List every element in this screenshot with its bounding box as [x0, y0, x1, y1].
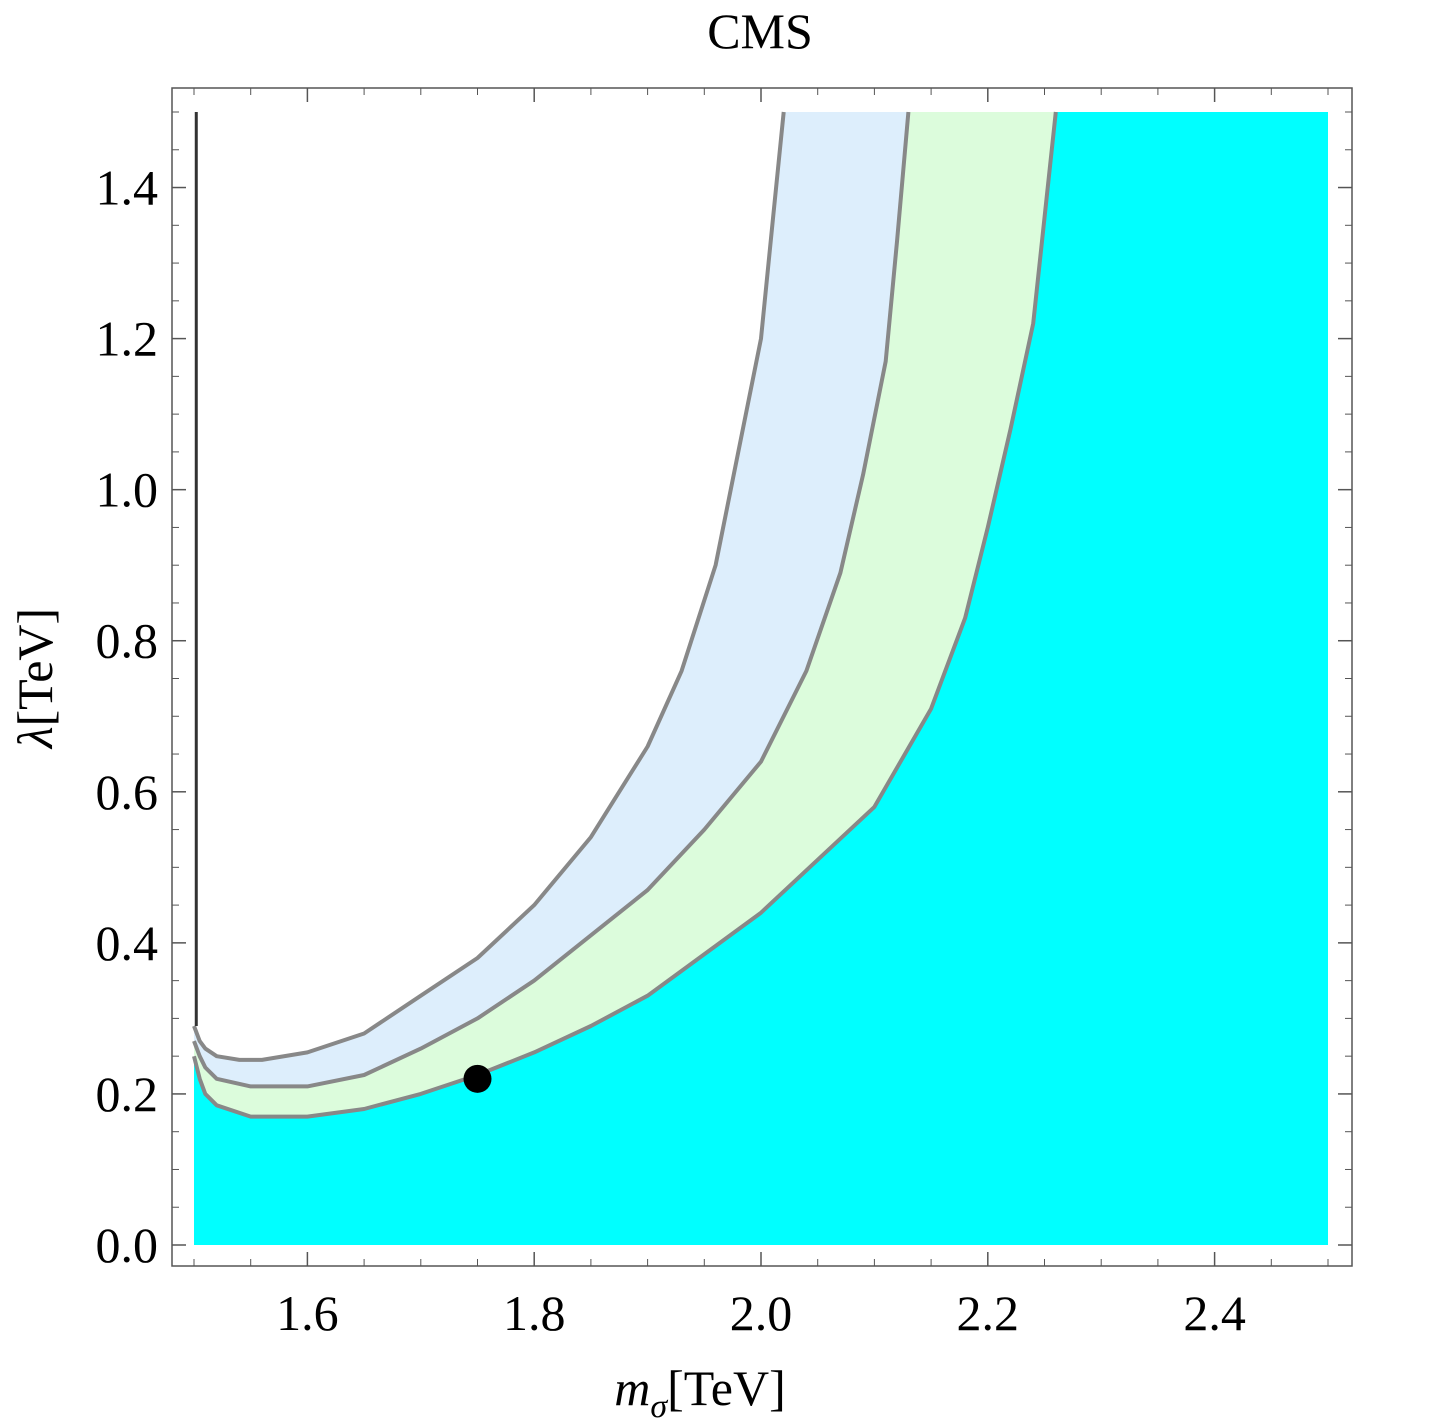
x-tick-labels: 1.6 1.8 2.0 2.2 2.4: [276, 1285, 1246, 1341]
chart-title: CMS: [707, 3, 813, 59]
outer-contour-line: [192, 111, 786, 1062]
axis-ticks: [172, 88, 1352, 1266]
y-tick-label: 0.4: [96, 915, 159, 971]
x-axis-symbol: m: [614, 1360, 650, 1416]
inner-contour-line: [192, 111, 1058, 1119]
benchmark-point-layer: [463, 1064, 492, 1093]
y-tick-label: 0.0: [96, 1217, 159, 1273]
y-tick-label: 0.6: [96, 764, 159, 820]
x-tick-label: 1.6: [276, 1285, 339, 1341]
contour-lines: [192, 111, 1058, 1119]
exclusion-regions: [194, 112, 1328, 1245]
y-tick-label: 1.4: [96, 160, 159, 216]
x-tick-label: 2.0: [730, 1285, 793, 1341]
excluded-region: [194, 112, 1328, 1245]
y-axis-unit: [TeV]: [7, 608, 63, 727]
y-tick-label: 1.0: [96, 462, 159, 518]
y-axis-label: λ[TeV]: [7, 608, 63, 750]
y-axis-symbol: λ: [7, 727, 63, 751]
x-axis-subscript: σ: [650, 1388, 668, 1424]
y-tick-label: 1.2: [96, 311, 159, 367]
x-tick-label: 2.4: [1183, 1285, 1246, 1341]
benchmark-point: [463, 1064, 492, 1093]
middle-contour-line: [192, 111, 911, 1089]
y-tick-label: 0.2: [96, 1066, 159, 1122]
y-tick-labels: 0.0 0.2 0.4 0.6 0.8 1.0 1.2 1.4: [96, 160, 159, 1273]
x-tick-label: 1.8: [503, 1285, 566, 1341]
x-axis-label: mσ[TeV]: [614, 1360, 786, 1424]
x-axis-unit: [TeV]: [667, 1360, 786, 1416]
y-tick-label: 0.8: [96, 613, 159, 669]
x-tick-label: 2.2: [957, 1285, 1020, 1341]
plot-frame: [171, 87, 1353, 1267]
